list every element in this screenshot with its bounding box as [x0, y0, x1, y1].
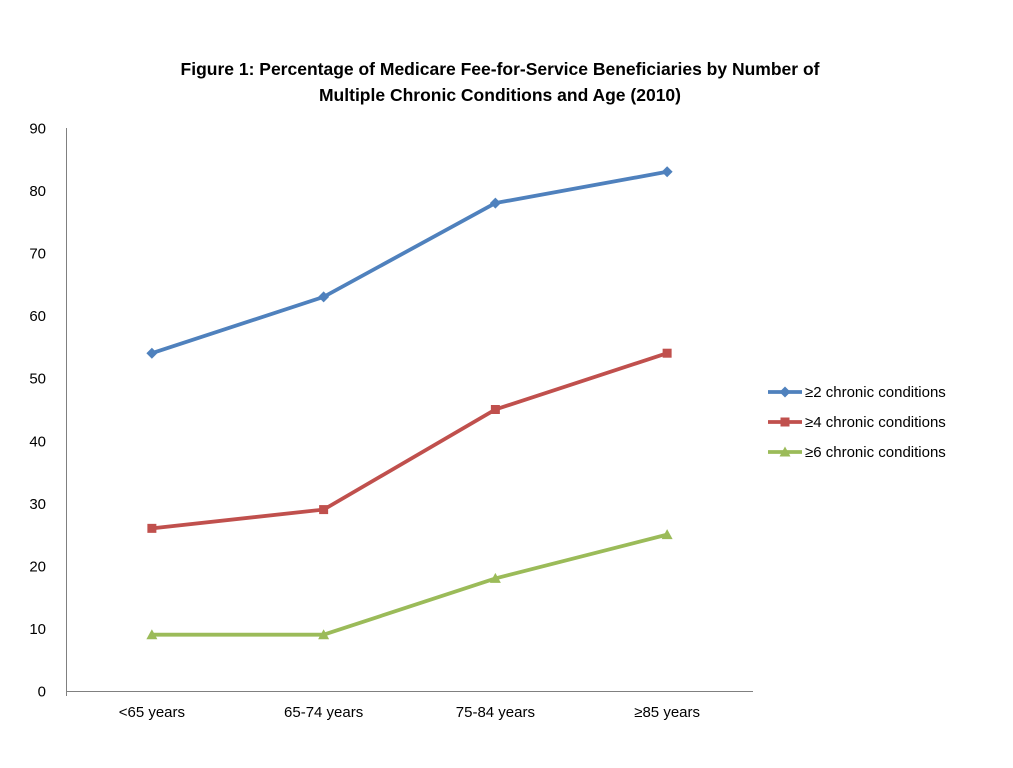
legend-label: ≥4 chronic conditions — [805, 413, 946, 431]
y-tick-label: 90 — [29, 121, 46, 138]
square-marker-icon — [147, 523, 157, 533]
square-marker-icon — [319, 505, 329, 515]
x-category-label: 75-84 years — [456, 704, 535, 721]
legend-item: ≥2 chronic conditions — [768, 377, 946, 407]
legend-item: ≥6 chronic conditions — [768, 437, 946, 467]
chart-title-line1: Figure 1: Percentage of Medicare Fee-for… — [180, 59, 820, 79]
chart-legend: ≥2 chronic conditions ≥4 chronic conditio… — [768, 377, 946, 467]
triangle-marker-icon — [318, 629, 330, 640]
triangle-marker-icon — [489, 572, 501, 583]
diamond-marker-icon — [146, 347, 158, 359]
y-tick-label: 30 — [29, 496, 46, 513]
legend-swatch — [768, 386, 802, 398]
square-marker-icon — [662, 348, 672, 358]
y-tick-label: 80 — [29, 183, 46, 200]
square-marker-icon — [780, 417, 790, 427]
triangle-marker-icon — [661, 529, 673, 540]
triangle-marker-icon — [146, 629, 158, 640]
chart-title-line2: Multiple Chronic Conditions and Age (201… — [318, 85, 681, 105]
diamond-marker-icon — [318, 291, 330, 303]
chart-title: Figure 1: Percentage of Medicare Fee-for… — [0, 56, 1000, 108]
y-tick-label: 50 — [29, 371, 46, 388]
y-tick-label: 10 — [29, 621, 46, 638]
y-tick-label: 40 — [29, 433, 46, 450]
legend-swatch — [768, 417, 802, 427]
y-tick-label: 60 — [29, 308, 46, 325]
y-tick-label: 70 — [29, 246, 46, 263]
square-marker-icon — [490, 405, 500, 414]
diamond-marker-icon — [489, 197, 501, 209]
diamond-marker-icon — [779, 386, 791, 398]
legend-swatch — [768, 446, 802, 457]
legend-label: ≥6 chronic conditions — [805, 443, 946, 461]
diamond-marker-icon — [661, 166, 673, 178]
x-category-label: ≥85 years — [634, 704, 700, 721]
y-tick-label: 0 — [38, 684, 46, 701]
legend-item: ≥4 chronic conditions — [768, 407, 946, 437]
series-line — [151, 351, 668, 531]
y-tick-label: 20 — [29, 558, 46, 575]
series-line — [151, 532, 668, 637]
legend-label: ≥2 chronic conditions — [805, 383, 946, 401]
series-line — [151, 169, 668, 356]
x-category-label: <65 years — [119, 704, 185, 721]
x-category-label: 65-74 years — [284, 704, 363, 721]
triangle-marker-icon — [779, 446, 791, 457]
